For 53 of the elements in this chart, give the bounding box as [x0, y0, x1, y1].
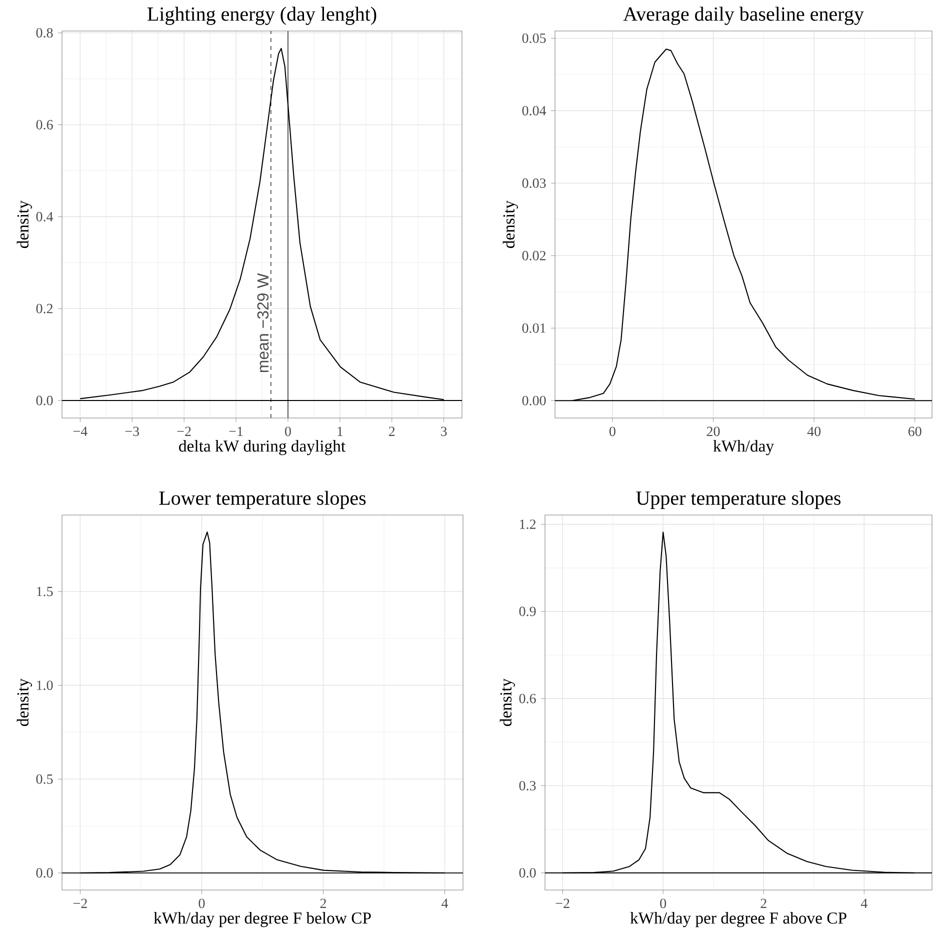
y-tick-label: 0.03 — [522, 178, 546, 188]
x-tick-label: 4 — [860, 898, 868, 908]
chart-title: Upper temperature slopes — [636, 490, 840, 509]
x-tick-label: 0 — [660, 898, 666, 908]
chart-title: Average daily baseline energy — [623, 6, 864, 25]
y-tick-label: 0.6 — [36, 120, 53, 130]
y-tick-label: 0.3 — [519, 780, 536, 790]
ref-line-label: mean −329 W — [257, 273, 269, 372]
x-tick-label: −2 — [177, 426, 191, 436]
x-tick-label: 2 — [320, 898, 326, 908]
y-tick-label: 0.0 — [519, 868, 536, 878]
x-tick-label: 0 — [198, 898, 205, 908]
x-tick-label: 20 — [706, 426, 720, 436]
y-tick-label: 0.00 — [522, 396, 546, 406]
y-tick-label: 0.6 — [519, 694, 536, 704]
y-tick-label: 0.02 — [522, 250, 546, 260]
x-axis-title: kWh/day per degree F above CP — [630, 912, 846, 928]
y-tick-label: 0.2 — [36, 304, 53, 314]
y-tick-label: 1.2 — [520, 520, 536, 530]
y-tick-label: 0.9 — [519, 606, 536, 616]
x-tick-label: 3 — [440, 426, 447, 436]
y-tick-label: 0.0 — [36, 396, 53, 406]
x-tick-label: 60 — [908, 426, 922, 436]
x-tick-label: −2 — [556, 898, 570, 908]
x-axis-title: delta kW during daylight — [179, 440, 346, 456]
y-tick-label: 0.01 — [522, 323, 546, 333]
y-axis-title: density — [16, 200, 32, 248]
x-tick-label: −1 — [229, 426, 243, 436]
y-tick-label: 1.5 — [37, 586, 53, 596]
y-axis-title: density — [16, 678, 32, 726]
x-tick-label: 1 — [338, 426, 343, 436]
y-tick-label: 0.5 — [36, 774, 53, 784]
chart-title: Lower temperature slopes — [159, 490, 366, 509]
x-tick-label: −2 — [73, 898, 87, 908]
x-tick-label: 4 — [442, 898, 448, 908]
x-tick-label: −3 — [125, 426, 140, 436]
x-tick-label: 2 — [388, 426, 395, 436]
y-tick-label: 1.0 — [37, 680, 53, 690]
x-tick-label: 0 — [609, 426, 616, 436]
y-tick-label: 0.0 — [36, 868, 53, 878]
y-tick-label: 0.05 — [522, 33, 546, 43]
x-tick-label: 2 — [760, 898, 766, 908]
chart-title: Lighting energy (day lenght) — [148, 6, 376, 25]
x-axis-title: kWh/day per degree F below CP — [154, 912, 371, 928]
y-axis-title: density — [502, 200, 518, 248]
y-axis-title: density — [500, 678, 515, 726]
y-tick-label: 0.4 — [36, 212, 54, 222]
x-tick-label: −4 — [73, 426, 88, 436]
y-tick-label: 0.8 — [36, 28, 53, 38]
x-tick-label: 0 — [284, 426, 291, 436]
y-tick-label: 0.04 — [522, 106, 546, 116]
x-axis-title: kWh/day — [713, 440, 774, 456]
x-tick-label: 40 — [807, 426, 821, 436]
